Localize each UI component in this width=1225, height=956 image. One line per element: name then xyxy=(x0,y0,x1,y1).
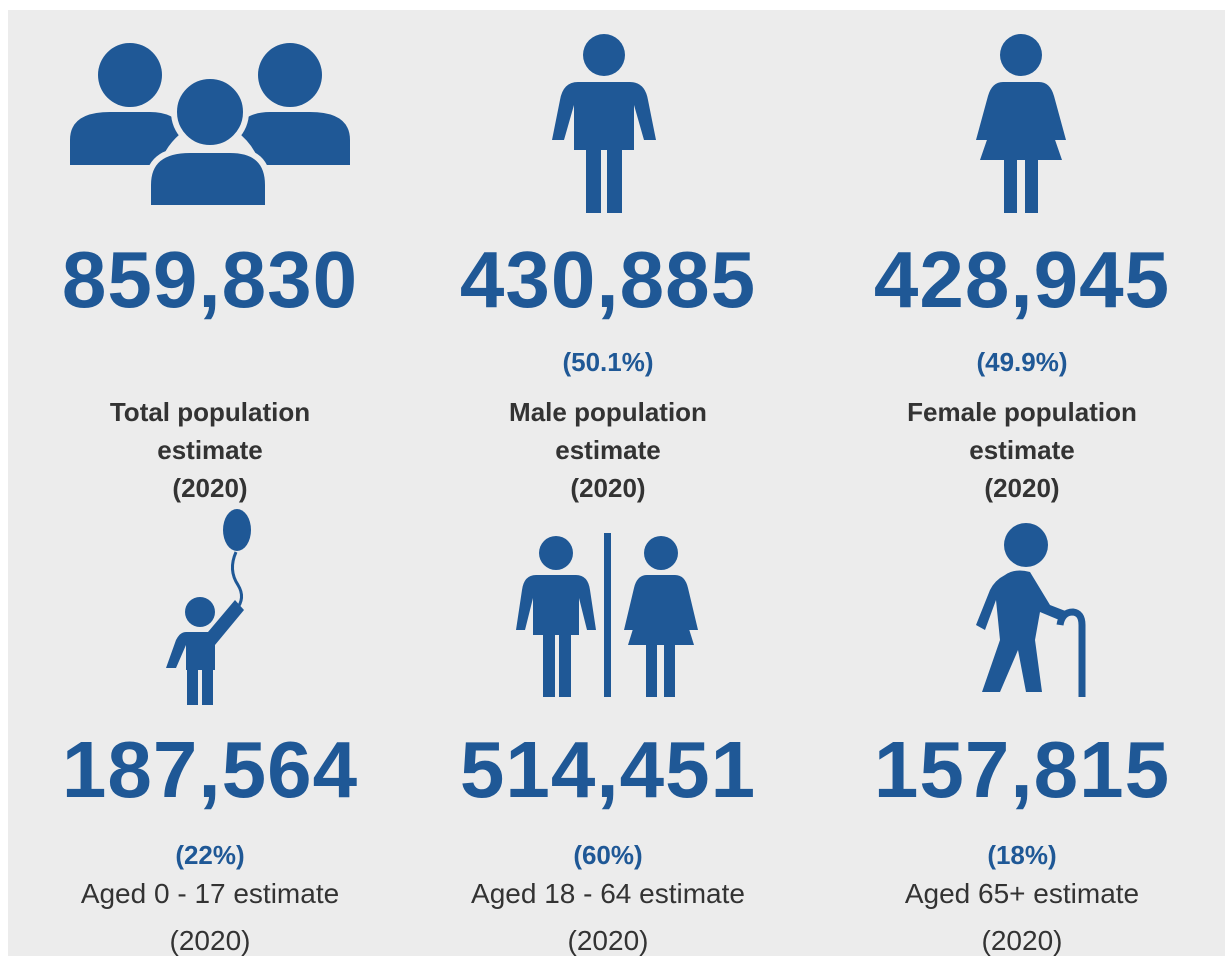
stat-label: Male population estimate xyxy=(509,397,707,465)
stat-label: Aged 0 - 17 estimate xyxy=(80,878,340,909)
infographic-panel: 859,830 Total population estimate (2020) 43… xyxy=(8,10,1225,956)
male-icon xyxy=(552,34,656,213)
stat-label: Total population estimate xyxy=(109,397,311,465)
female-icon xyxy=(976,34,1066,213)
elderly-icon xyxy=(976,523,1086,697)
stat-label: Aged 18 - 64 estimate xyxy=(471,878,745,909)
stat-label: Aged 65+ estimate xyxy=(904,878,1140,909)
stat-percent: (49.9%) xyxy=(976,347,1068,377)
stat-year: (2020) xyxy=(981,925,1063,956)
stat-value: 157,815 xyxy=(873,725,1171,814)
stat-value: 430,885 xyxy=(459,235,757,324)
icons xyxy=(70,34,1086,705)
group-icon xyxy=(70,43,350,211)
stat-year: (2020) xyxy=(172,473,248,503)
stat-value: 859,830 xyxy=(61,235,359,324)
stat-year: (2020) xyxy=(169,925,251,956)
stat-percent: (18%) xyxy=(987,840,1057,870)
stat-value: 187,564 xyxy=(61,725,359,814)
stat-value: 514,451 xyxy=(459,725,757,814)
stat-year: (2020) xyxy=(567,925,649,956)
child-icon xyxy=(166,509,251,705)
stat-percent: (22%) xyxy=(175,840,245,870)
stat-year: (2020) xyxy=(984,473,1060,503)
stat-year: (2020) xyxy=(570,473,646,503)
stat-percent: (60%) xyxy=(573,840,643,870)
stat-percent: (50.1%) xyxy=(562,347,654,377)
stat-label: Female population estimate xyxy=(907,397,1137,465)
stat-value: 428,945 xyxy=(873,235,1171,324)
adults-icon xyxy=(516,533,698,697)
